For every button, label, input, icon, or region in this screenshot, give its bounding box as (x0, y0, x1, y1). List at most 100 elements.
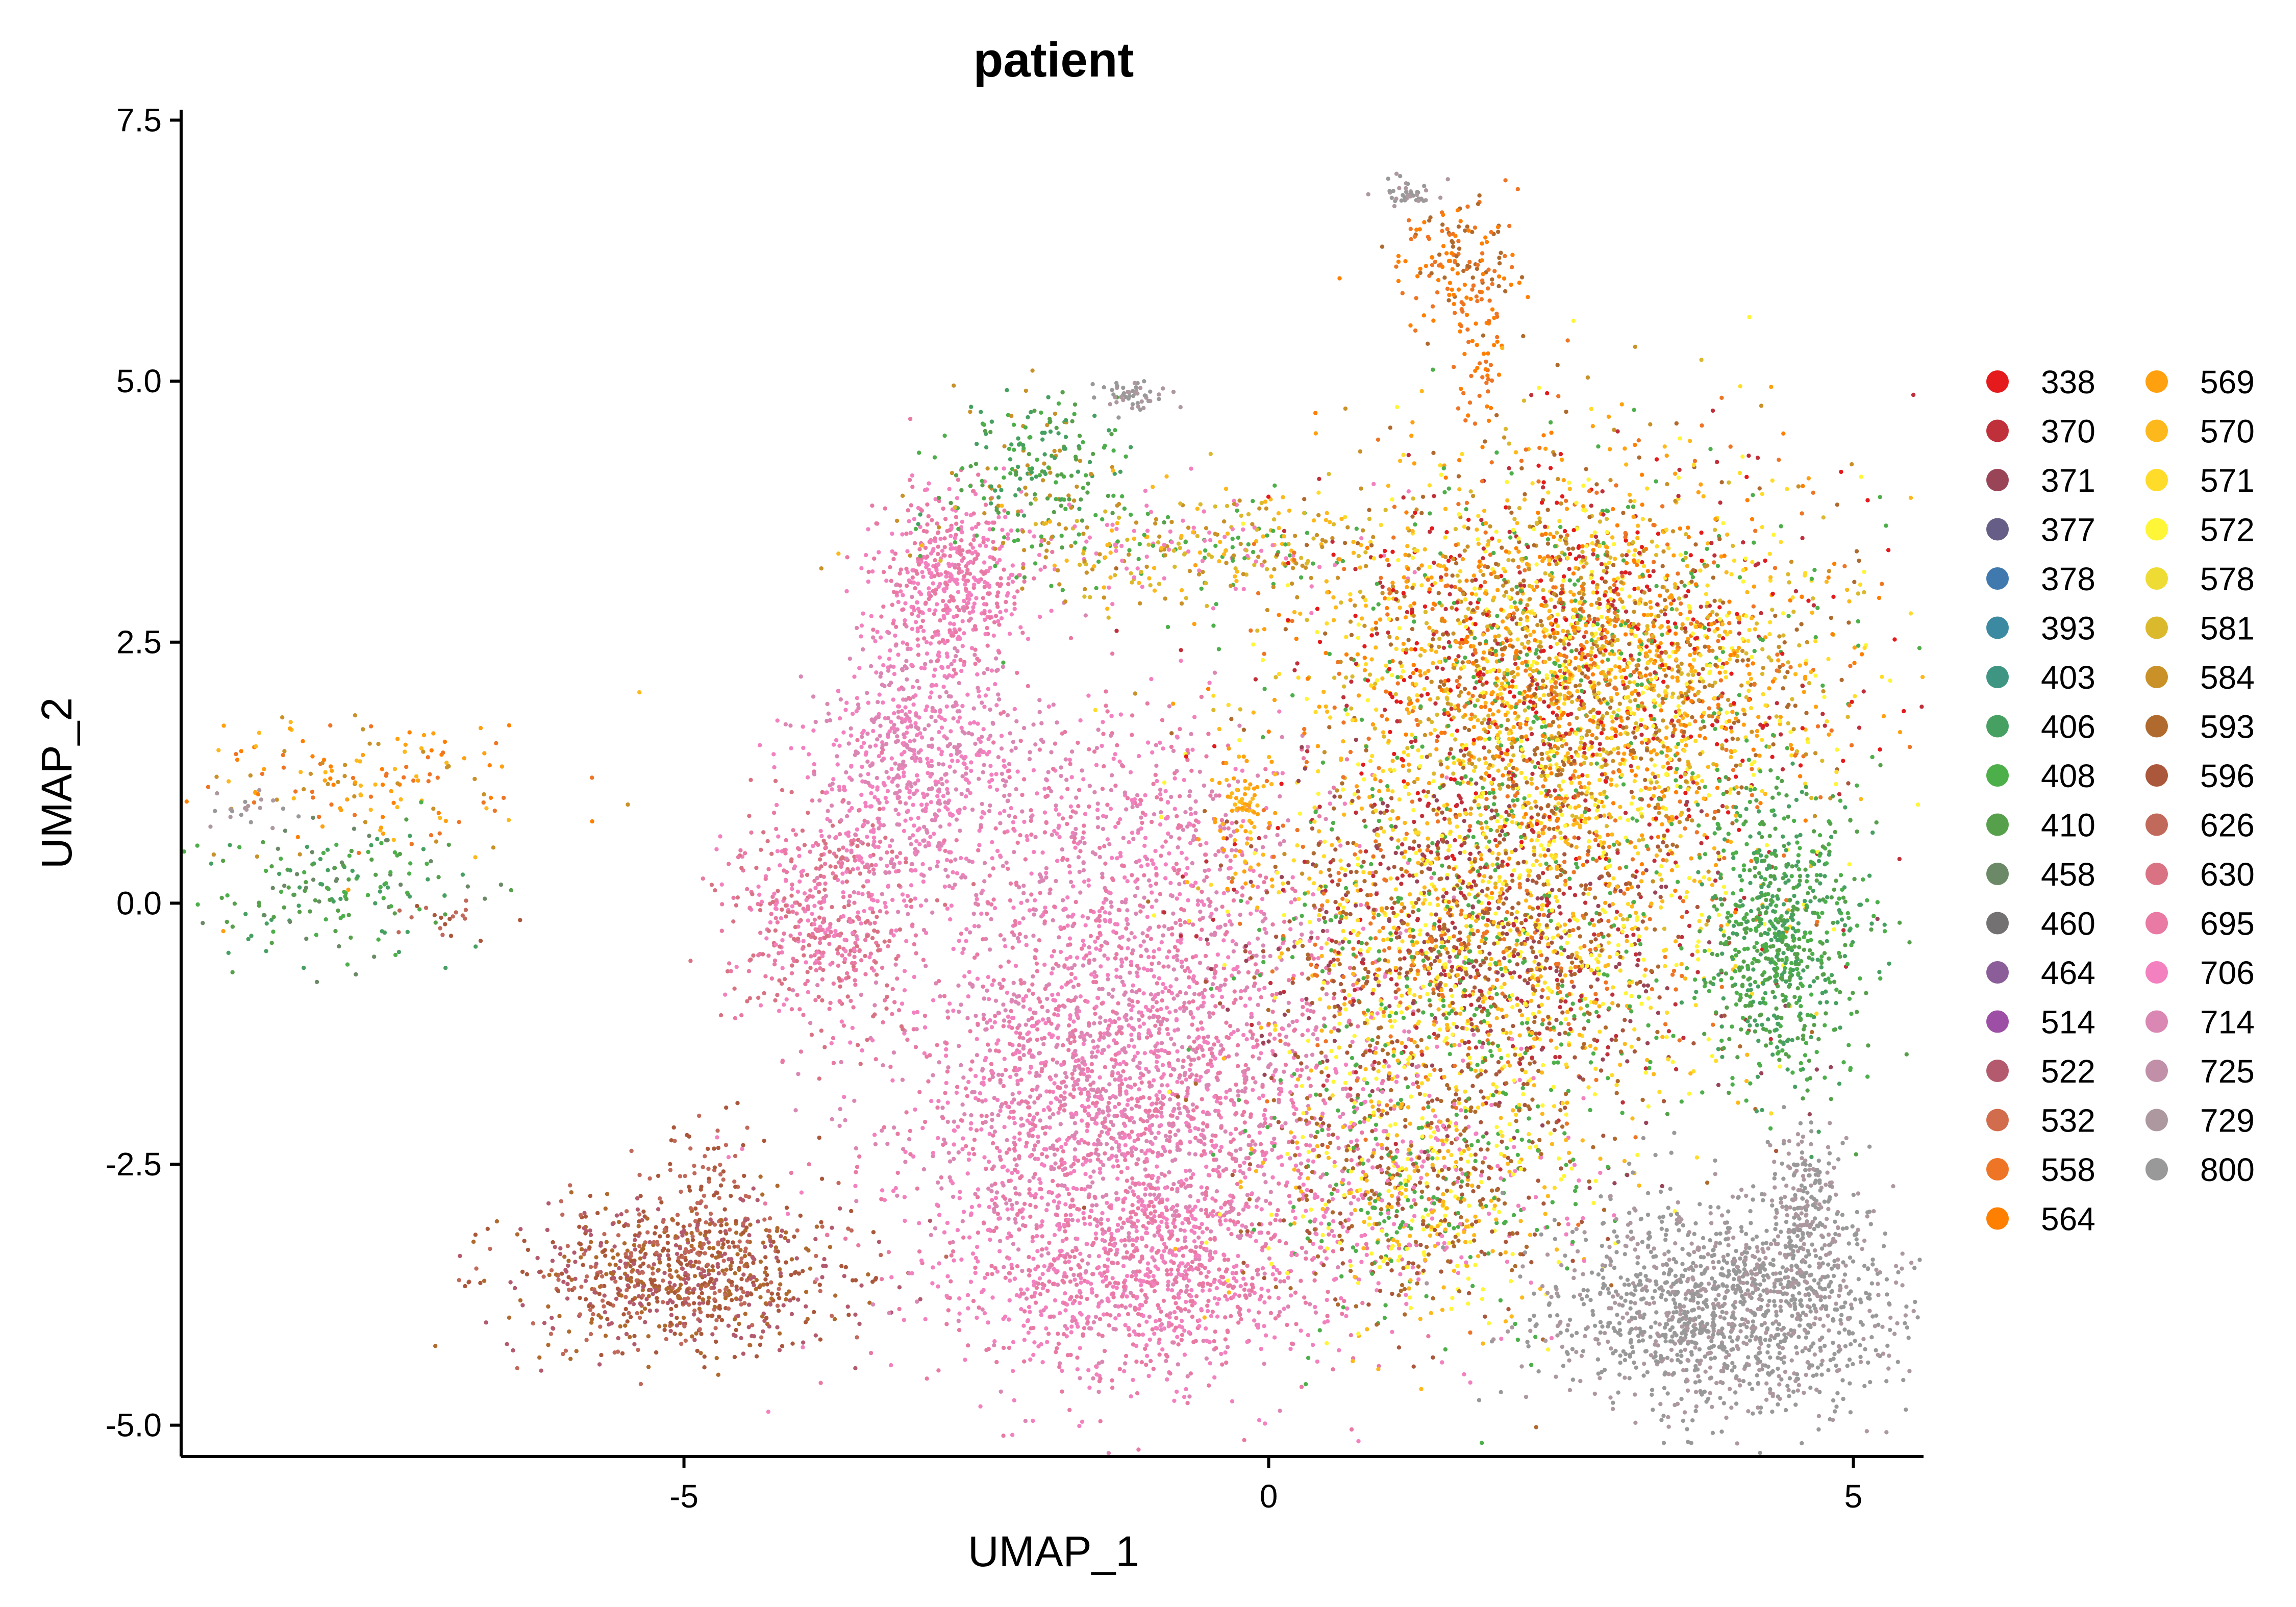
scatter-point (1262, 986, 1267, 990)
scatter-point (779, 916, 784, 921)
scatter-point (1103, 1151, 1107, 1156)
scatter-point (1205, 1338, 1209, 1343)
scatter-point (1008, 1198, 1012, 1202)
scatter-point (709, 1277, 714, 1282)
scatter-point (1133, 879, 1138, 884)
scatter-point (1150, 1173, 1155, 1178)
scatter-point (896, 1008, 902, 1013)
scatter-point (668, 1162, 672, 1166)
scatter-point (1162, 1249, 1166, 1253)
scatter-point (297, 852, 302, 857)
scatter-point (1144, 1244, 1149, 1249)
scatter-point (550, 1316, 554, 1320)
scatter-point (1133, 894, 1138, 898)
scatter-point (792, 1234, 796, 1239)
scatter-point (954, 1090, 959, 1095)
scatter-point (936, 1368, 941, 1373)
scatter-point (1134, 911, 1138, 916)
scatter-point (1010, 1171, 1014, 1175)
scatter-point (777, 1296, 782, 1300)
scatter-point (639, 1279, 643, 1284)
scatter-point (1290, 875, 1295, 880)
scatter-point (1165, 1272, 1170, 1277)
scatter-point (1228, 1202, 1233, 1207)
scatter-point (1301, 1005, 1305, 1010)
scatter-point (302, 965, 306, 970)
scatter-point (879, 1277, 884, 1282)
scatter-point (1127, 997, 1132, 1002)
scatter-point (653, 1288, 658, 1292)
scatter-point (1205, 1087, 1210, 1092)
scatter-point (693, 1260, 698, 1264)
scatter-point (1156, 991, 1161, 996)
scatter-point (1003, 1068, 1008, 1072)
scatter-point (1038, 999, 1042, 1004)
scatter-point (632, 1334, 637, 1339)
scatter-point (1262, 1172, 1266, 1177)
scatter-point (484, 1320, 488, 1325)
scatter-point (1114, 952, 1119, 957)
scatter-point (994, 1360, 999, 1365)
scatter-point (1030, 1235, 1035, 1240)
scatter-point (1128, 1076, 1132, 1081)
scatter-point (244, 807, 249, 812)
scatter-point (1178, 1111, 1182, 1116)
scatter-point (1047, 1125, 1052, 1130)
scatter-point (336, 908, 340, 913)
scatter-point (1160, 1199, 1164, 1204)
scatter-point (991, 1133, 995, 1138)
scatter-point (518, 1298, 523, 1303)
scatter-point (1109, 900, 1113, 905)
scatter-point (774, 1256, 779, 1260)
scatter-point (248, 773, 253, 778)
scatter-point (982, 1275, 987, 1280)
scatter-point (1262, 1300, 1267, 1305)
scatter-point (772, 962, 777, 967)
scatter-point (732, 1244, 737, 1249)
scatter-point (1055, 1206, 1060, 1210)
scatter-point (1064, 1075, 1069, 1079)
scatter-point (1203, 953, 1208, 959)
scatter-point (586, 1303, 591, 1309)
scatter-point (618, 1324, 623, 1329)
scatter-point (884, 910, 889, 915)
scatter-point (549, 1268, 554, 1273)
scatter-point (1085, 1279, 1089, 1284)
scatter-point (1091, 1080, 1096, 1085)
scatter-point (692, 1171, 697, 1175)
scatter-point (1079, 1118, 1084, 1123)
scatter-point (1013, 1186, 1017, 1191)
scatter-point (1273, 1277, 1278, 1282)
scatter-point (950, 1181, 955, 1186)
scatter-point (724, 1222, 729, 1226)
scatter-point (1145, 934, 1150, 938)
scatter-point (1090, 1243, 1095, 1247)
scatter-point (1056, 1085, 1061, 1090)
scatter-point (1094, 1293, 1099, 1298)
scatter-point (948, 917, 953, 922)
scatter-point (1187, 985, 1192, 990)
scatter-point (1103, 918, 1107, 922)
scatter-point (1125, 1166, 1130, 1170)
scatter-point (945, 906, 950, 911)
scatter-point (1109, 1155, 1113, 1160)
scatter-point (889, 928, 894, 933)
scatter-point (1402, 1029, 1407, 1034)
scatter-point (1012, 1135, 1017, 1140)
scatter-point (304, 880, 308, 885)
scatter-point (1355, 1242, 1359, 1247)
scatter-point (1136, 1206, 1140, 1211)
scatter-point (556, 1289, 561, 1293)
scatter-point (1206, 1298, 1211, 1303)
scatter-point (1056, 992, 1060, 997)
scatter-point (702, 1365, 707, 1370)
scatter-point (1257, 1131, 1262, 1135)
scatter-point (215, 791, 219, 796)
scatter-point (729, 1257, 734, 1262)
scatter-point (1165, 1224, 1169, 1229)
scatter-point (1121, 1220, 1126, 1225)
scatter-point (731, 1240, 735, 1245)
scatter-point (1046, 1268, 1051, 1272)
scatter-point (1126, 1312, 1131, 1316)
scatter-point (935, 1202, 939, 1207)
